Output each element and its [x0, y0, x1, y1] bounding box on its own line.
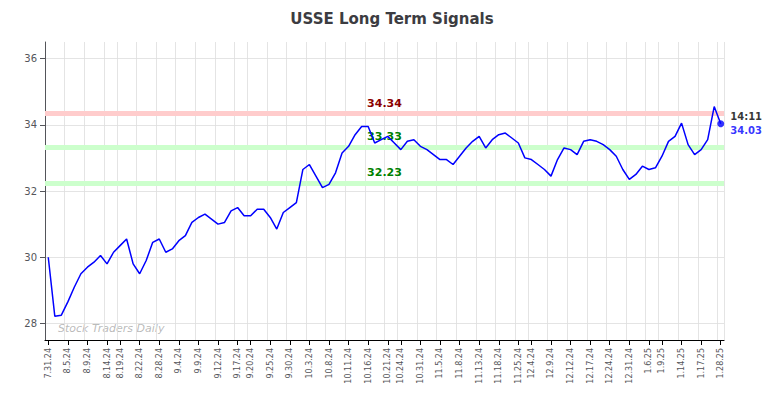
svg-text:11.5.24: 11.5.24	[435, 348, 444, 379]
svg-text:12.12.24: 12.12.24	[566, 348, 575, 384]
svg-text:30: 30	[24, 252, 37, 263]
svg-text:8.22.24: 8.22.24	[135, 348, 144, 379]
svg-text:14:11: 14:11	[730, 111, 762, 122]
svg-text:12.9.24: 12.9.24	[546, 348, 555, 379]
svg-text:34: 34	[24, 119, 37, 130]
svg-text:10.31.24: 10.31.24	[416, 348, 425, 384]
svg-text:1.14.25: 1.14.25	[677, 348, 686, 379]
svg-text:8.9.24: 8.9.24	[83, 348, 92, 373]
svg-text:9.20.24: 9.20.24	[246, 348, 255, 379]
svg-text:10.11.24: 10.11.24	[344, 348, 353, 384]
svg-text:9.17.24: 9.17.24	[233, 348, 242, 379]
svg-text:12.31.24: 12.31.24	[625, 348, 634, 384]
svg-text:12.17.24: 12.17.24	[586, 348, 595, 384]
svg-text:1.28.25: 1.28.25	[716, 348, 725, 379]
svg-text:9.30.24: 9.30.24	[285, 348, 294, 379]
svg-text:12.24.24: 12.24.24	[605, 348, 614, 384]
svg-text:12.4.24: 12.4.24	[527, 348, 536, 379]
svg-text:1.17.25: 1.17.25	[697, 348, 706, 379]
svg-text:34.34: 34.34	[367, 97, 402, 110]
svg-text:10.8.24: 10.8.24	[325, 348, 334, 379]
svg-text:USSE Long Term Signals: USSE Long Term Signals	[290, 10, 493, 28]
svg-text:7.31.24: 7.31.24	[44, 348, 53, 379]
svg-text:8.14.24: 8.14.24	[103, 348, 112, 379]
svg-text:8.5.24: 8.5.24	[63, 348, 72, 373]
svg-text:Stock Traders Daily: Stock Traders Daily	[58, 322, 165, 335]
svg-text:10.16.24: 10.16.24	[364, 348, 373, 384]
svg-text:9.9.24: 9.9.24	[194, 348, 203, 373]
svg-text:36: 36	[24, 53, 37, 64]
svg-text:33.33: 33.33	[367, 130, 402, 143]
svg-text:10.3.24: 10.3.24	[305, 348, 314, 379]
svg-text:11.18.24: 11.18.24	[494, 348, 503, 384]
svg-text:10.24.24: 10.24.24	[396, 348, 405, 384]
svg-text:32.23: 32.23	[367, 166, 402, 179]
svg-text:8.28.24: 8.28.24	[155, 348, 164, 379]
svg-text:10.21.24: 10.21.24	[383, 348, 392, 384]
svg-text:9.4.24: 9.4.24	[174, 348, 183, 373]
svg-text:1.9.25: 1.9.25	[657, 348, 666, 373]
svg-text:32: 32	[24, 186, 37, 197]
svg-text:9.12.24: 9.12.24	[214, 348, 223, 379]
svg-text:8.19.24: 8.19.24	[116, 348, 125, 379]
svg-text:11.8.24: 11.8.24	[455, 348, 464, 379]
svg-text:9.25.24: 9.25.24	[266, 348, 275, 379]
svg-text:11.13.24: 11.13.24	[475, 348, 484, 384]
svg-text:34.03: 34.03	[730, 125, 762, 136]
svg-text:28: 28	[24, 318, 37, 329]
svg-text:1.6.25: 1.6.25	[644, 348, 653, 373]
svg-text:11.25.24: 11.25.24	[514, 348, 523, 384]
